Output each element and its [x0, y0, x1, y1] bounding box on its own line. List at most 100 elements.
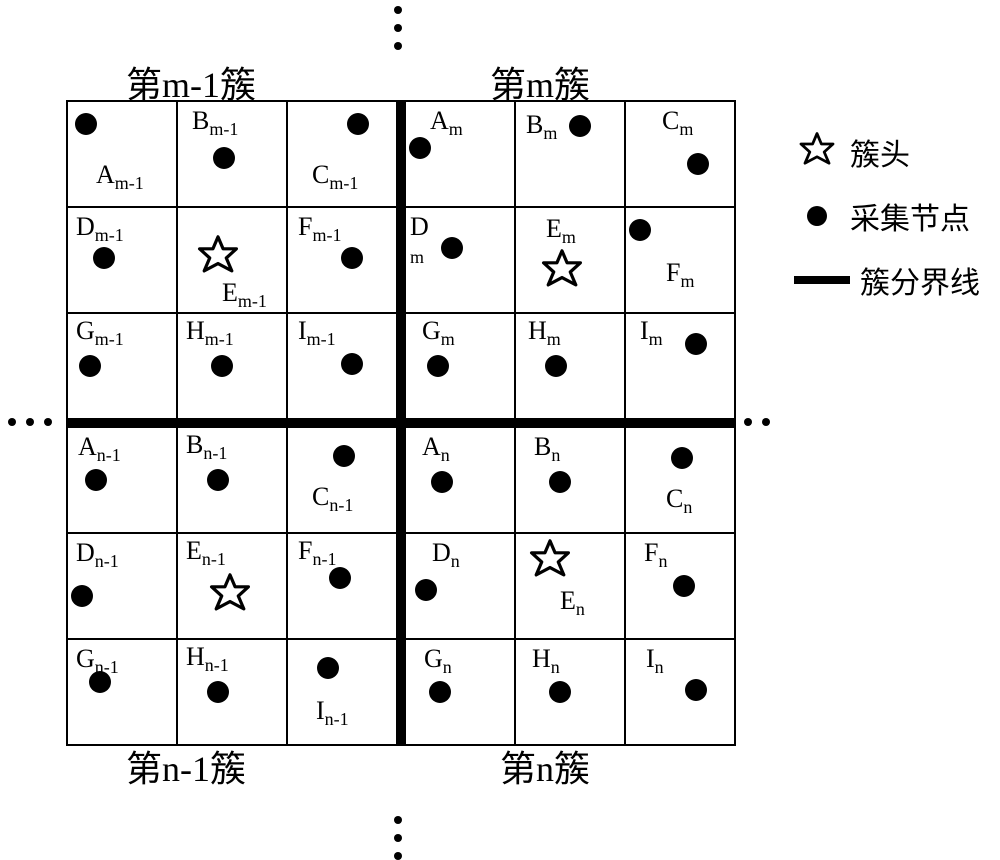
- dot-icon: [794, 206, 840, 226]
- grid-cell: En-1: [177, 533, 287, 639]
- cell-label: Em-1: [222, 280, 267, 310]
- grid-cell: Hn-1: [177, 639, 287, 745]
- collection-node-dot: [75, 113, 97, 135]
- collection-node-dot: [89, 671, 111, 693]
- collection-node-dot: [673, 575, 695, 597]
- cell-label: Dm-1: [76, 214, 124, 244]
- collection-node-dot: [211, 355, 233, 377]
- grid-cell: Cn: [625, 423, 735, 533]
- legend: 簇头 采集节点 簇分界线: [794, 130, 980, 322]
- cell-label: Gm: [422, 318, 455, 348]
- legend-label: 采集节点: [850, 194, 970, 238]
- grid-cell: Fm: [625, 207, 735, 313]
- ellipsis-bottom: [394, 816, 402, 860]
- grid-cell: Im-1: [287, 313, 401, 423]
- cell-label: Hn-1: [186, 644, 229, 674]
- grid-cell: Im: [625, 313, 735, 423]
- cell-label: Fn-1: [298, 538, 336, 568]
- collection-node-dot: [549, 471, 571, 493]
- cell-label: Cm-1: [312, 162, 358, 192]
- collection-node-dot: [545, 355, 567, 377]
- cell-label: In: [646, 646, 664, 676]
- collection-node-dot: [549, 681, 571, 703]
- grid-cell: Bm-1: [177, 101, 287, 207]
- star-icon: [195, 235, 241, 281]
- collection-node-dot: [687, 153, 709, 175]
- grid-cell: Am: [401, 101, 515, 207]
- cell-label: Fn: [644, 540, 667, 570]
- grid-cell: Fm-1: [287, 207, 401, 313]
- collection-node-dot: [341, 247, 363, 269]
- grid-cell: Gn-1: [67, 639, 177, 745]
- cell-label: Gm-1: [76, 318, 124, 348]
- cell-label: In-1: [316, 698, 349, 728]
- grid-cell: An-1: [67, 423, 177, 533]
- ellipsis-top: [394, 6, 402, 50]
- cell-label: Cn-1: [312, 484, 353, 514]
- grid-cell: Hn: [515, 639, 625, 745]
- collection-node-dot: [671, 447, 693, 469]
- grid-cell: Dn-1: [67, 533, 177, 639]
- grid-cell: Fn: [625, 533, 735, 639]
- collection-node-dot: [329, 567, 351, 589]
- collection-node-dot: [333, 445, 355, 467]
- grid-cell: Dn: [401, 533, 515, 639]
- collection-node-dot: [427, 355, 449, 377]
- grid-cell: Cm-1: [287, 101, 401, 207]
- collection-node-dot: [569, 115, 591, 137]
- line-icon: [794, 276, 850, 284]
- collection-node-dot: [429, 681, 451, 703]
- cell-label: Hn: [532, 646, 560, 676]
- legend-label: 簇分界线: [860, 258, 980, 302]
- cell-label: Gn: [424, 646, 452, 676]
- star-icon: [207, 573, 253, 619]
- cell-label: Bm: [526, 112, 557, 142]
- collection-node-dot: [85, 469, 107, 491]
- cell-label: Bn: [534, 434, 560, 464]
- grid-cell: Cm: [625, 101, 735, 207]
- grid-cell: Em-1: [177, 207, 287, 313]
- collection-node-dot: [207, 681, 229, 703]
- cluster-title-n-1: 第n-1簇: [126, 740, 246, 792]
- legend-item-node: 采集节点: [794, 194, 980, 238]
- star-icon: [794, 132, 840, 172]
- grid-cell: Bn: [515, 423, 625, 533]
- ellipsis-left: [8, 418, 52, 426]
- collection-node-dot: [431, 471, 453, 493]
- collection-node-dot: [213, 147, 235, 169]
- collection-node-dot: [629, 219, 651, 241]
- grid-cell: Hm-1: [177, 313, 287, 423]
- star-icon: [539, 249, 585, 295]
- grid-cell: Hm: [515, 313, 625, 423]
- grid-cell: Dm: [401, 207, 515, 313]
- collection-node-dot: [71, 585, 93, 607]
- cell-label: Hm-1: [186, 318, 234, 348]
- cell-label: Fm: [666, 260, 694, 290]
- cell-label: Cm: [662, 108, 693, 138]
- collection-node-dot: [207, 469, 229, 491]
- cell-label: Am-1: [96, 162, 144, 192]
- grid-cell: Bm: [515, 101, 625, 207]
- collection-node-dot: [347, 113, 369, 135]
- grid-cell: Dm-1: [67, 207, 177, 313]
- grid-cell: In: [625, 639, 735, 745]
- cell-label: Bm-1: [192, 108, 238, 138]
- collection-node-dot: [341, 353, 363, 375]
- grid-cell: Em: [515, 207, 625, 313]
- cell-label: Im-1: [298, 318, 336, 348]
- legend-item-cluster-head: 簇头: [794, 130, 980, 174]
- cell-label: Am: [430, 108, 463, 138]
- grid-cell: Bn-1: [177, 423, 287, 533]
- cell-label: En: [560, 588, 585, 618]
- legend-item-boundary: 簇分界线: [794, 258, 980, 302]
- cell-label: An: [422, 434, 450, 464]
- collection-node-dot: [685, 679, 707, 701]
- collection-node-dot: [685, 333, 707, 355]
- cell-label: Hm: [528, 318, 561, 348]
- grid-cell: Gn: [401, 639, 515, 745]
- grid-cell: In-1: [287, 639, 401, 745]
- grid-cell: Fn-1: [287, 533, 401, 639]
- legend-label: 簇头: [850, 130, 910, 174]
- cell-label: Em: [546, 216, 576, 246]
- star-icon: [527, 539, 573, 585]
